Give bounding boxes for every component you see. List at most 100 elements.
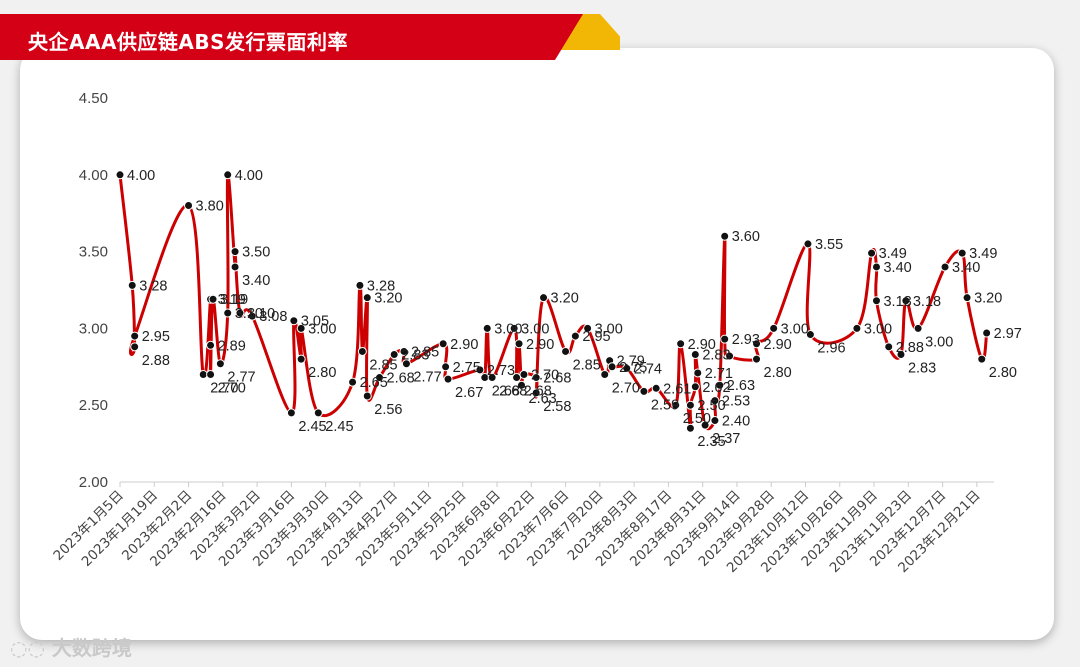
data-label: 2.68	[387, 371, 415, 387]
data-label: 2.80	[989, 365, 1017, 381]
data-point	[752, 354, 762, 364]
data-label: 2.58	[543, 399, 571, 415]
data-point	[362, 391, 372, 401]
data-point	[223, 170, 233, 180]
y-tick-label: 4.50	[79, 90, 108, 107]
data-label: 2.70	[612, 380, 640, 396]
data-point	[206, 369, 216, 379]
data-point	[127, 280, 137, 290]
title-banner	[0, 14, 620, 60]
data-label: 2.77	[227, 370, 255, 386]
data-label: 2.71	[705, 366, 733, 382]
data-label: 2.68	[492, 384, 520, 400]
data-label: 2.53	[722, 394, 750, 410]
data-label: 3.00	[781, 321, 809, 337]
data-point	[531, 388, 541, 398]
data-point	[230, 247, 240, 257]
data-point	[720, 334, 730, 344]
data-label: 3.55	[815, 237, 843, 253]
data-point	[355, 280, 365, 290]
data-point	[715, 380, 725, 390]
data-label: 2.45	[298, 419, 326, 435]
data-point	[693, 368, 703, 378]
data-point	[710, 396, 720, 406]
data-point	[357, 346, 367, 356]
chart-title: 央企AAA供应链ABS发行票面利率	[28, 30, 349, 54]
data-label: 2.80	[764, 365, 792, 381]
y-tick-label: 3.50	[79, 244, 108, 261]
data-point	[512, 373, 522, 383]
data-labels: 4.003.282.882.953.802.703.192.892.703.19…	[127, 168, 1022, 450]
data-label: 2.59	[651, 397, 679, 413]
data-label: 2.90	[526, 337, 554, 353]
data-point	[206, 340, 216, 350]
data-point	[215, 359, 225, 369]
data-label: 2.70	[218, 380, 246, 396]
data-label: 2.68	[499, 384, 527, 400]
data-label: 3.49	[969, 246, 997, 262]
data-point	[230, 262, 240, 272]
x-axis: 2023年1月5日2023年1月19日2023年2月2日2023年2月16日20…	[50, 481, 994, 576]
data-point	[600, 369, 610, 379]
data-label: 2.95	[582, 329, 610, 345]
data-point	[487, 373, 497, 383]
data-label: 2.77	[413, 370, 441, 386]
data-label: 3.40	[952, 260, 980, 276]
data-label: 4.00	[127, 168, 155, 184]
data-label: 3.10	[247, 306, 275, 322]
data-point	[583, 323, 593, 333]
data-label: 3.50	[242, 245, 270, 261]
data-point	[130, 331, 140, 341]
data-point	[957, 248, 967, 258]
data-point	[685, 423, 695, 433]
data-label: 2.97	[994, 326, 1022, 342]
plot-area	[115, 170, 992, 433]
data-label: 3.20	[974, 291, 1002, 307]
data-label: 2.40	[722, 414, 750, 430]
data-label: 3.49	[879, 246, 907, 262]
data-point	[514, 339, 524, 349]
data-label: 2.75	[453, 360, 481, 376]
data-label: 3.00	[864, 321, 892, 337]
data-point	[982, 328, 992, 338]
data-label: 2.74	[634, 361, 662, 377]
data-label: 3.08	[259, 309, 287, 325]
data-point	[296, 323, 306, 333]
data-point	[401, 359, 411, 369]
data-point	[208, 294, 218, 304]
data-label: 2.95	[142, 329, 170, 345]
data-point	[362, 293, 372, 303]
y-tick-label: 4.00	[79, 167, 108, 184]
data-label: 2.83	[908, 361, 936, 377]
data-point	[509, 323, 519, 333]
data-label: 2.68	[524, 384, 552, 400]
data-label: 3.19	[218, 292, 246, 308]
data-point	[441, 362, 451, 372]
data-point	[720, 231, 730, 241]
data-label: 2.75	[619, 360, 647, 376]
data-point	[685, 400, 695, 410]
data-label: 2.90	[688, 337, 716, 353]
data-point	[805, 330, 815, 340]
data-label: 3.18	[883, 294, 911, 310]
data-point	[725, 351, 735, 361]
data-point	[901, 296, 911, 306]
data-label: 2.61	[663, 381, 691, 397]
watermark-text: 大数跨境	[51, 636, 132, 660]
banner-red	[0, 14, 583, 60]
data-point	[539, 293, 549, 303]
data-label: 2.63	[529, 391, 557, 407]
data-label: 4.00	[235, 168, 263, 184]
data-label: 2.83	[401, 348, 429, 364]
data-label: 2.83	[702, 348, 730, 364]
data-label: 2.73	[487, 363, 515, 379]
data-label: 3.00	[308, 321, 336, 337]
data-point	[561, 346, 571, 356]
data-point	[607, 362, 617, 372]
data-label: 3.60	[732, 229, 760, 245]
data-point	[700, 420, 710, 430]
data-label: 2.65	[360, 375, 388, 391]
data-point	[867, 248, 877, 258]
y-tick-label: 3.00	[79, 320, 108, 337]
